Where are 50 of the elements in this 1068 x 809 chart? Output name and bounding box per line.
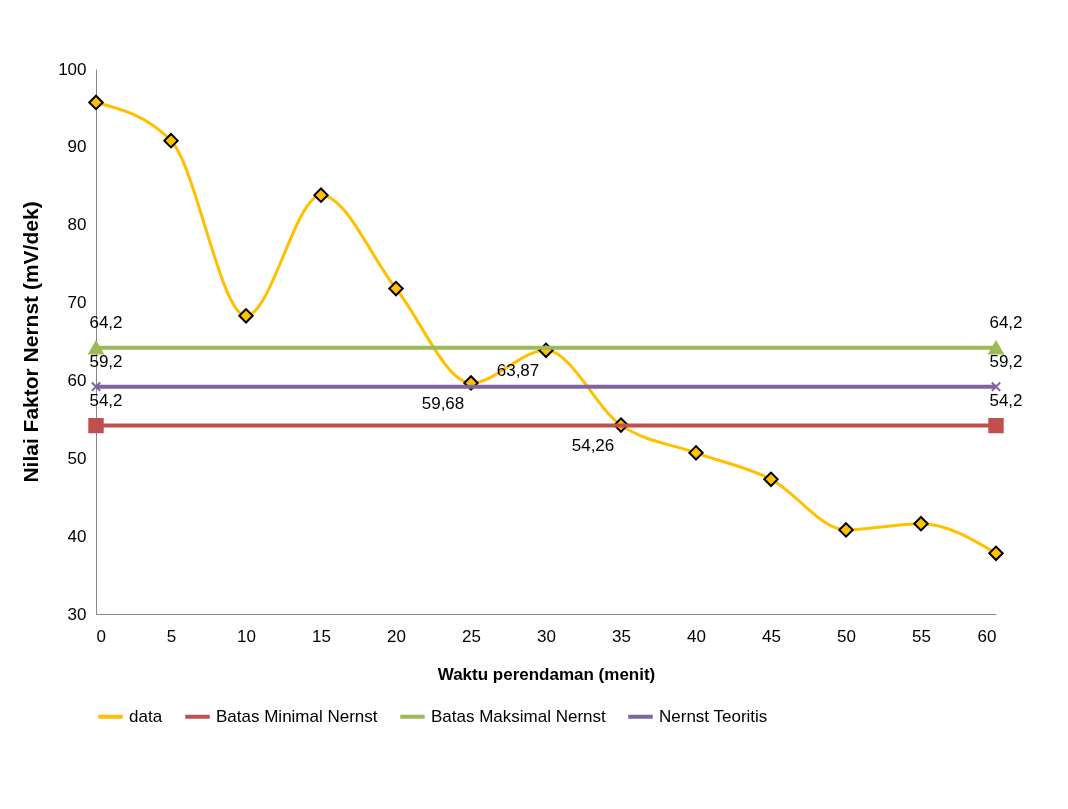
x-tick-label: 45	[762, 626, 781, 646]
data-label: 59,2	[989, 351, 1023, 371]
data-label: 64,2	[989, 312, 1023, 332]
x-tick-label: 20	[387, 626, 406, 646]
point	[988, 417, 1004, 434]
y-tick-label: 50	[67, 448, 87, 468]
point	[990, 381, 1002, 392]
y-axis-title: Nilai Faktor Nernst (mV/dek)	[19, 201, 43, 483]
x-tick-label: 25	[462, 626, 481, 646]
point	[88, 417, 104, 434]
x-tick-label: 60	[977, 626, 997, 646]
point	[313, 187, 329, 203]
data-label: 54,2	[989, 390, 1023, 410]
legend-label: Nernst Teoritis	[659, 706, 768, 726]
data-label: 54,2	[89, 390, 123, 410]
point	[913, 515, 929, 532]
data-label: 54,26	[571, 436, 615, 456]
x-tick-label: 55	[912, 626, 931, 646]
x-axis-title: Waktu perendaman (menit)	[437, 664, 656, 684]
y-tick-label: 90	[67, 137, 87, 157]
x-tick-label: 30	[537, 626, 556, 646]
point	[163, 132, 179, 149]
data-label: 64,2	[89, 312, 123, 332]
x-tick-label: 35	[612, 626, 631, 646]
x-tick-label: 0	[96, 626, 106, 646]
data-label: 59,68	[421, 393, 465, 413]
x-tick-label: 15	[312, 626, 331, 646]
legend-label: Batas Maksimal Nernst	[431, 706, 607, 726]
point	[838, 522, 854, 538]
y-tick-label: 70	[67, 293, 87, 313]
point	[388, 280, 404, 297]
point	[988, 545, 1004, 561]
data-label: 63,87	[496, 361, 540, 381]
x-tick-label: 50	[837, 626, 856, 646]
y-tick-label: 100	[58, 59, 87, 79]
point	[238, 308, 254, 324]
point	[88, 94, 104, 111]
x-tick-label: 40	[687, 626, 706, 646]
y-tick-label: 60	[67, 370, 87, 390]
point	[763, 471, 779, 488]
x-tick-label: 5	[166, 626, 177, 646]
point	[688, 445, 704, 461]
y-tick-label: 30	[67, 604, 87, 624]
y-tick-label: 40	[67, 526, 87, 546]
x-tick-label: 10	[237, 626, 256, 646]
data-label: 59,2	[89, 351, 123, 371]
legend-label: data	[129, 706, 163, 726]
legend-label: Batas Minimal Nernst	[216, 706, 378, 726]
y-tick-label: 80	[67, 215, 87, 235]
point	[90, 381, 102, 392]
